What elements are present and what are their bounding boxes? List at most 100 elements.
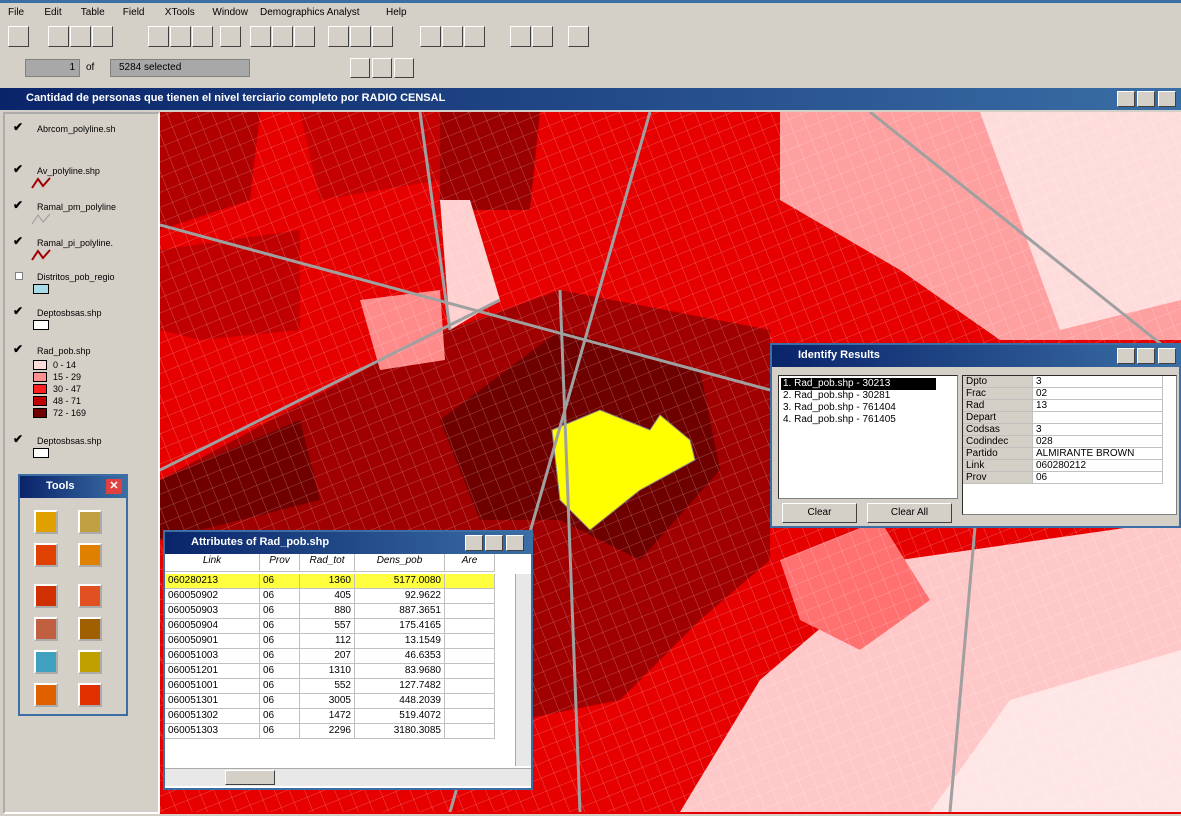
zoom-tool[interactable] xyxy=(372,58,392,78)
table-cell[interactable]: 448.2039 xyxy=(355,694,445,709)
select-tool[interactable] xyxy=(350,58,370,78)
table-cell[interactable]: 06 xyxy=(260,634,300,649)
table-cell[interactable]: 06 xyxy=(260,574,300,589)
minimize[interactable] xyxy=(1117,348,1135,364)
table-cell[interactable]: 880 xyxy=(300,604,355,619)
table-cell[interactable]: 060051303 xyxy=(165,724,260,739)
table-cell[interactable]: 060051201 xyxy=(165,664,260,679)
result-list[interactable]: 1. Rad_pob.shp - 30213 2. Rad_pob.shp - 3… xyxy=(778,375,958,499)
result-item[interactable]: 4. Rad_pob.shp - 761405 xyxy=(783,414,896,425)
table-cell[interactable]: 060050903 xyxy=(165,604,260,619)
menu-item[interactable]: Window xyxy=(212,7,248,18)
table-cell[interactable]: 175.4165 xyxy=(355,619,445,634)
table-cell[interactable]: 06 xyxy=(260,649,300,664)
table-cell[interactable]: 06 xyxy=(260,709,300,724)
close[interactable] xyxy=(1158,91,1176,107)
table-cell[interactable]: 46.6353 xyxy=(355,649,445,664)
tool-button[interactable] xyxy=(48,26,69,47)
check[interactable]: ✔ xyxy=(13,198,24,212)
table-cell[interactable]: 557 xyxy=(300,619,355,634)
tool-button[interactable] xyxy=(78,584,102,608)
tool-button[interactable] xyxy=(192,26,213,47)
clear-all-button[interactable]: Clear All xyxy=(867,503,952,523)
tool-button[interactable] xyxy=(70,26,91,47)
table-cell[interactable]: 519.4072 xyxy=(355,709,445,724)
check[interactable]: ✔ xyxy=(13,234,24,248)
check[interactable]: ✔ xyxy=(13,342,24,356)
tool-button[interactable] xyxy=(78,543,102,567)
menu-item[interactable]: Table xyxy=(80,7,105,18)
maximize[interactable] xyxy=(1137,348,1155,364)
menu-item[interactable]: XTools xyxy=(164,7,195,18)
tool-button[interactable] xyxy=(328,26,349,47)
close[interactable]: ✕ xyxy=(106,479,122,494)
column-header[interactable]: Rad_tot xyxy=(300,554,355,572)
table-cell[interactable]: 06 xyxy=(260,694,300,709)
close[interactable] xyxy=(506,535,524,551)
h-scrollbar[interactable] xyxy=(165,768,531,786)
table-cell[interactable]: 127.7482 xyxy=(355,679,445,694)
tool-button[interactable] xyxy=(34,543,58,567)
check[interactable]: ✔ xyxy=(13,304,24,318)
tool-button[interactable] xyxy=(420,26,441,47)
menu-item[interactable]: File xyxy=(8,7,25,18)
tool-button[interactable] xyxy=(294,26,315,47)
table-cell[interactable]: 060051003 xyxy=(165,649,260,664)
minimize[interactable] xyxy=(465,535,483,551)
check[interactable]: ✔ xyxy=(13,432,24,446)
table-cell[interactable]: 060050904 xyxy=(165,619,260,634)
checkbox[interactable] xyxy=(15,272,23,280)
column-header[interactable]: Are xyxy=(445,554,495,572)
table-cell[interactable]: 060051301 xyxy=(165,694,260,709)
table-cell[interactable]: 3005 xyxy=(300,694,355,709)
maximize[interactable] xyxy=(485,535,503,551)
minimize[interactable] xyxy=(1117,91,1135,107)
table-cell[interactable]: 06 xyxy=(260,724,300,739)
record-field[interactable]: 1 xyxy=(25,59,80,77)
table-cell[interactable]: 887.3651 xyxy=(355,604,445,619)
tool-button[interactable] xyxy=(78,617,102,641)
table-cell[interactable]: 1472 xyxy=(300,709,355,724)
thumb[interactable] xyxy=(225,770,275,785)
table-cell[interactable]: 207 xyxy=(300,649,355,664)
table-cell[interactable]: 552 xyxy=(300,679,355,694)
table-cell[interactable]: 06 xyxy=(260,679,300,694)
table-cell[interactable]: 92.9622 xyxy=(355,589,445,604)
tool-button[interactable] xyxy=(272,26,293,47)
table-cell[interactable]: 06 xyxy=(260,604,300,619)
table-cell[interactable]: 2296 xyxy=(300,724,355,739)
menu-item[interactable]: Help xyxy=(386,7,407,18)
tool-button[interactable] xyxy=(464,26,485,47)
column-header[interactable]: Link xyxy=(165,554,260,572)
menu-item[interactable]: Demographics Analyst xyxy=(260,7,360,18)
tool-button[interactable] xyxy=(92,26,113,47)
check[interactable]: ✔ xyxy=(13,162,24,176)
table-cell[interactable]: 060050902 xyxy=(165,589,260,604)
tool-button[interactable] xyxy=(78,510,102,534)
menu-item[interactable]: Field xyxy=(122,7,145,18)
tool-button[interactable] xyxy=(34,584,58,608)
tool-button[interactable] xyxy=(532,26,553,47)
column-header[interactable]: Dens_pob xyxy=(355,554,445,572)
table-cell[interactable]: 060051302 xyxy=(165,709,260,724)
info-tool[interactable] xyxy=(394,58,414,78)
check[interactable]: ✔ xyxy=(13,120,24,134)
tool-button[interactable] xyxy=(568,26,589,47)
tool-button[interactable] xyxy=(510,26,531,47)
result-item[interactable]: 3. Rad_pob.shp - 761404 xyxy=(783,402,896,413)
close[interactable] xyxy=(1158,348,1176,364)
table-cell[interactable]: 060050901 xyxy=(165,634,260,649)
tool-button[interactable] xyxy=(148,26,169,47)
v-scrollbar[interactable] xyxy=(515,574,531,766)
clear-button[interactable]: Clear xyxy=(782,503,857,523)
table-cell[interactable]: 060280213 xyxy=(165,574,260,589)
tool-button[interactable] xyxy=(442,26,463,47)
table-cell[interactable]: 06 xyxy=(260,664,300,679)
table-cell[interactable]: 13.1549 xyxy=(355,634,445,649)
tool-button[interactable] xyxy=(372,26,393,47)
tool-button[interactable] xyxy=(350,26,371,47)
tool-button[interactable] xyxy=(250,26,271,47)
table-cell[interactable]: 06 xyxy=(260,619,300,634)
maximize[interactable] xyxy=(1137,91,1155,107)
tool-button[interactable] xyxy=(8,26,29,47)
